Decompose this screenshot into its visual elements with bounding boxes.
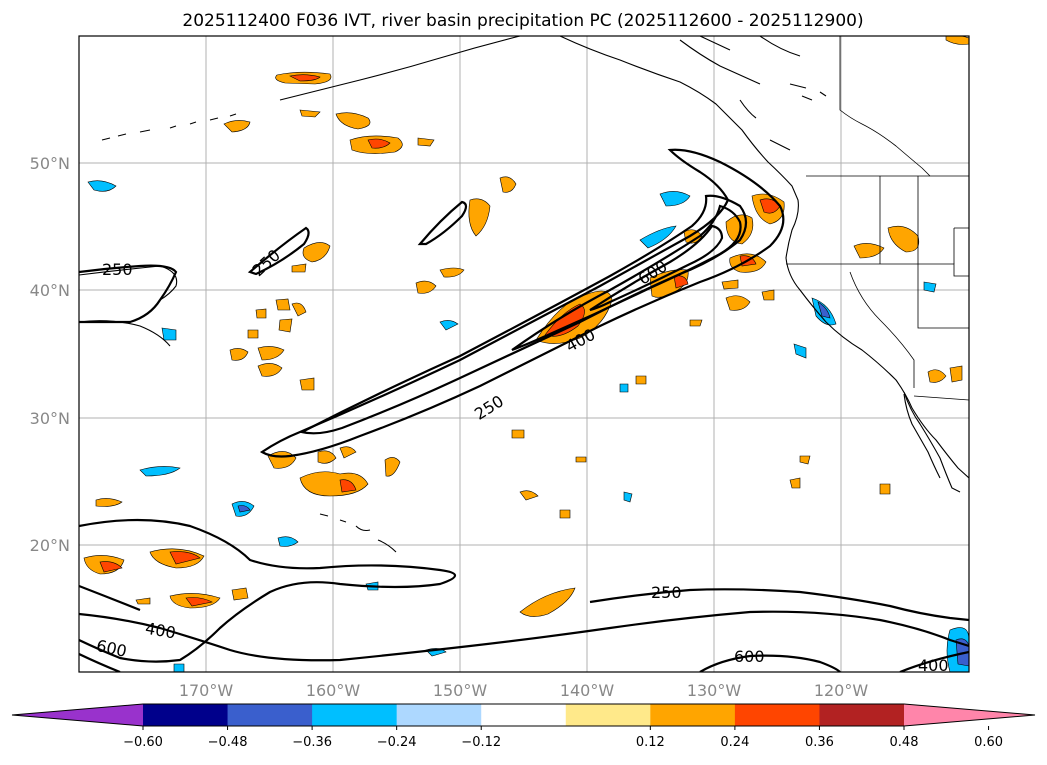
colorbar [11,703,1036,730]
longitude-labels: 170°W 160°W 150°W 140°W 130°W 120°W [179,681,869,700]
colorbar-tick-label: −0.12 [461,735,501,750]
colorbar-segment [819,704,905,726]
political-borders [786,36,969,401]
colorbar-tick-label: −0.60 [123,735,163,750]
colorbar-tick-label: −0.36 [292,735,332,750]
contour-label: 250 [651,583,682,602]
latitude-labels: 50°N 40°N 30°N 20°N [30,154,70,555]
colorbar-segment [143,704,229,726]
colorbar-tick-label: 0.36 [805,735,834,750]
contour-label: 600 [734,647,765,666]
colorbar-tick-label: 0.12 [636,735,665,750]
colorbar-tick-labels: −0.60 −0.48 −0.36 −0.24 −0.12 0.12 0.24 0.36 0.4… [123,735,1003,750]
colorbar-segment [312,704,398,726]
coastlines [79,36,969,553]
lat-label: 30°N [30,409,70,428]
graticule [79,36,969,672]
colorbar-extend-low [12,704,143,726]
colorbar-tick-label: 0.24 [720,735,749,750]
lon-label: 140°W [560,681,615,700]
colorbar-extend-high [904,704,1035,726]
colorbar-tick-label: 0.60 [974,735,1003,750]
colorbar-tick-label: 0.48 [890,735,919,750]
colorbar-segment [650,704,736,726]
colorbar-segment [734,704,820,726]
lon-label: 150°W [433,681,488,700]
lon-label: 120°W [814,681,869,700]
lon-label: 170°W [179,681,234,700]
colorbar-tick-label: −0.48 [208,735,248,750]
colorbar-segment [227,704,313,726]
lat-label: 20°N [30,536,70,555]
lat-label: 40°N [30,281,70,300]
precip-negative-shading [87,180,969,672]
colorbar-segment [481,704,567,726]
map-title: 2025112400 F036 IVT, river basin precipi… [182,11,863,31]
lon-label: 160°W [306,681,361,700]
ivt-contours [79,148,969,672]
colorbar-tick-label: −0.24 [377,735,417,750]
contour-label: 250 [102,260,133,279]
map-panel: 250 250 250 250 400 400 400 600 600 600 [78,35,970,675]
lon-label: 130°W [687,681,742,700]
contour-label: 400 [918,656,949,675]
lat-label: 50°N [30,154,70,173]
map-frame [78,35,970,673]
colorbar-segment [565,704,651,726]
colorbar-segment [396,704,482,726]
